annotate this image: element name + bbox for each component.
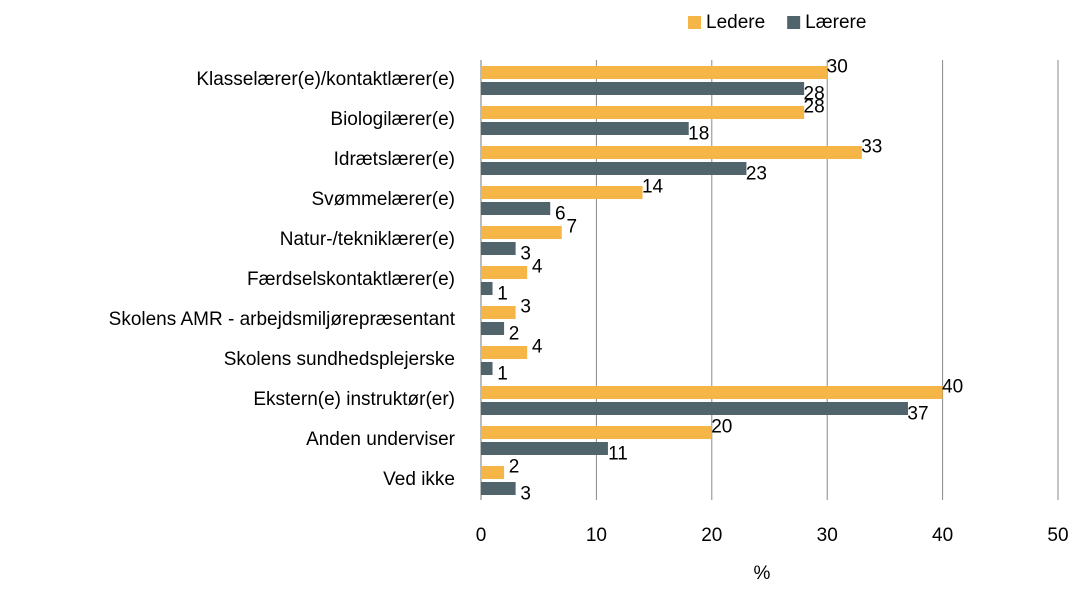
- bar: [481, 346, 528, 359]
- x-tick-label: 30: [817, 525, 838, 546]
- value-label: 30: [827, 57, 848, 78]
- bar: [481, 386, 943, 399]
- bar: [481, 402, 908, 415]
- value-label: 3: [520, 484, 531, 505]
- x-tick-label: 50: [1047, 525, 1068, 546]
- bar: [481, 186, 643, 199]
- value-label: 28: [804, 97, 825, 118]
- y-tick-label: Anden underviser: [306, 429, 456, 450]
- bar: [481, 282, 493, 295]
- bar: [481, 106, 805, 119]
- bar: [481, 442, 608, 455]
- value-label: 1: [497, 284, 508, 305]
- bar: [481, 146, 862, 159]
- value-label: 33: [861, 137, 882, 158]
- bar: [481, 466, 505, 479]
- bar: [481, 362, 493, 375]
- value-label: 28: [804, 84, 825, 105]
- value-label: 40: [942, 377, 963, 398]
- y-tick-label: Biologilærer(e): [330, 109, 455, 130]
- bar: [481, 162, 747, 175]
- legend-label: Ledere: [706, 12, 765, 33]
- value-label: 2: [509, 324, 520, 345]
- y-tick-label: Ekstern(e) instruktør(er): [253, 389, 455, 410]
- value-label: 1: [497, 364, 508, 385]
- bar: [481, 322, 505, 335]
- value-label: 4: [532, 337, 543, 358]
- value-label: 20: [711, 417, 732, 438]
- x-tick-label: 10: [586, 525, 607, 546]
- x-axis-label: %: [754, 563, 771, 584]
- y-tick-label: Natur-/tekniklærer(e): [280, 229, 455, 250]
- y-tick-label: Klasselærer(e)/kontaktlærer(e): [196, 69, 455, 90]
- x-tick-label: 40: [932, 525, 953, 546]
- bar: [481, 482, 516, 495]
- y-tick-label: Skolens AMR - arbejdsmiljørepræsentant: [109, 309, 456, 330]
- legend-swatch: [787, 16, 801, 29]
- bar: [481, 122, 689, 135]
- bar: [481, 242, 516, 255]
- bar: [481, 82, 805, 95]
- y-tick-label: Idrætslærer(e): [334, 149, 455, 170]
- value-label: 18: [688, 124, 709, 145]
- value-label: 4: [532, 257, 543, 278]
- bar: [481, 266, 528, 279]
- x-tick-label: 20: [701, 525, 722, 546]
- y-tick-label: Færdselskontaktlærer(e): [247, 269, 455, 290]
- bar: [481, 426, 712, 439]
- value-label: 6: [555, 204, 566, 225]
- bar: [481, 202, 551, 215]
- x-tick-label: 0: [476, 525, 487, 546]
- value-label: 2: [509, 457, 520, 478]
- legend-label: Lærere: [805, 12, 866, 33]
- value-label: 7: [566, 217, 577, 238]
- value-label: 3: [520, 244, 531, 265]
- y-tick-label: Ved ikke: [383, 469, 455, 490]
- y-tick-label: Skolens sundhedsplejerske: [224, 349, 455, 370]
- value-label: 23: [746, 164, 767, 185]
- bar: [481, 306, 516, 319]
- bar: [481, 66, 828, 79]
- value-label: 3: [520, 297, 531, 318]
- y-tick-label: Svømmelærer(e): [311, 189, 455, 210]
- value-label: 14: [642, 177, 664, 198]
- bar: [481, 226, 562, 239]
- value-label: 37: [907, 404, 928, 425]
- value-label: 11: [608, 444, 628, 465]
- legend-swatch: [688, 16, 701, 29]
